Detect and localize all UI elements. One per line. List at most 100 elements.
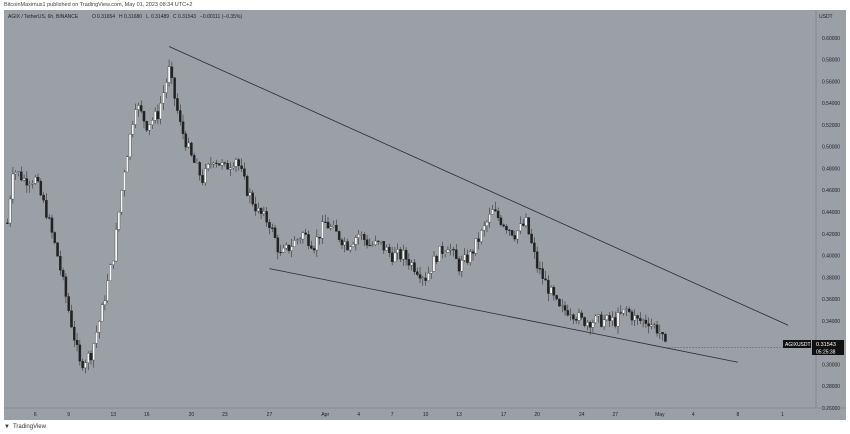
candle-body — [73, 326, 76, 341]
candle-body — [139, 105, 143, 112]
candle-body — [106, 280, 109, 302]
candle-body — [393, 252, 397, 263]
x-tick-label: 7 — [391, 412, 394, 418]
resistance-trendline — [168, 46, 789, 326]
candle-body — [343, 241, 346, 246]
candle-body — [92, 343, 96, 361]
candle-body — [17, 171, 20, 173]
candle-body — [365, 239, 369, 246]
candle-body — [455, 249, 458, 259]
candle-body — [641, 319, 645, 321]
candle-body — [159, 102, 162, 120]
candle-body — [491, 209, 494, 215]
candle-body — [337, 231, 341, 240]
candle-body — [53, 232, 57, 243]
candle-body — [368, 244, 372, 247]
candle-body — [505, 226, 508, 231]
currency-label: USDT — [819, 14, 833, 20]
candle-body — [279, 251, 282, 254]
candle-body — [218, 163, 221, 166]
candle-body — [544, 278, 547, 281]
candle-body — [446, 249, 450, 253]
candle-body — [273, 227, 277, 238]
candle-body — [22, 178, 26, 181]
candle-body — [521, 223, 525, 226]
candle-body — [541, 268, 544, 279]
candle-body — [100, 304, 104, 322]
candle-body — [538, 268, 542, 270]
candle-body — [75, 340, 79, 345]
candle-body — [376, 240, 380, 242]
candle-body — [583, 317, 586, 326]
candle-body — [443, 252, 447, 254]
candle-body — [379, 241, 383, 243]
x-tick-label: 16 — [144, 412, 150, 418]
candlestick-chart-svg[interactable]: 0.60000 0.58000 0.56000 0.54000 0.52000 0.500… — [4, 10, 846, 420]
candle-body — [11, 173, 15, 200]
candle-body — [410, 262, 413, 266]
candle-body — [664, 333, 667, 342]
candle-body — [415, 271, 419, 275]
candle-body — [524, 217, 528, 226]
candle-body — [555, 295, 558, 300]
candle-body — [153, 111, 157, 121]
candle-body — [321, 221, 324, 239]
candle-body — [605, 315, 609, 321]
candle-body — [187, 142, 190, 148]
candle-body — [8, 198, 12, 224]
candle-body — [262, 211, 266, 214]
candle-body — [134, 109, 137, 125]
candle-body — [50, 217, 54, 233]
candle-body — [468, 251, 472, 263]
candle-body — [435, 256, 439, 263]
candle-body — [418, 274, 422, 279]
candle-body — [474, 238, 478, 254]
candle-body — [563, 305, 567, 311]
candle-body — [513, 235, 517, 240]
legend-close-label: C — [173, 14, 177, 20]
candle-body — [650, 324, 653, 327]
candle-body — [304, 232, 307, 235]
candle-body — [39, 181, 43, 196]
candle-body — [156, 111, 160, 120]
candle-body — [126, 156, 129, 173]
candle-body — [360, 234, 363, 236]
x-tick-label: 27 — [612, 412, 618, 418]
candle-body — [298, 238, 302, 240]
x-tick-label: 13 — [111, 412, 117, 418]
candle-body — [329, 226, 333, 229]
x-tick-label: 24 — [579, 412, 585, 418]
candle-body — [173, 77, 176, 99]
price-tag: AGIXUSDT 0.31543 05:25:38 — [783, 340, 844, 356]
candle-body — [661, 332, 664, 335]
candle-body — [114, 229, 118, 262]
y-tick-label: 0.28000 — [822, 384, 840, 390]
candle-body — [508, 229, 511, 231]
x-tick-label: 1 — [781, 412, 784, 418]
price-tag-price: 0.31543 — [816, 342, 836, 348]
candle-body — [307, 234, 310, 246]
candle-body — [494, 209, 497, 212]
candle-body — [460, 260, 464, 272]
y-tick-label: 0.50000 — [822, 145, 840, 151]
legend-high-label: H — [119, 14, 123, 20]
candle-body — [357, 234, 360, 238]
candle-body — [215, 162, 218, 164]
candle-body — [602, 319, 606, 327]
candle-body — [655, 324, 659, 334]
candles-layer — [6, 59, 667, 374]
candle-body — [98, 321, 101, 333]
candle-body — [36, 176, 40, 182]
candle-body — [301, 232, 305, 240]
candle-body — [608, 315, 611, 321]
candle-body — [315, 236, 319, 251]
candle-body — [561, 305, 564, 307]
candle-body — [259, 208, 263, 214]
candle-body — [611, 317, 614, 321]
x-tick-label: 4 — [357, 412, 360, 418]
price-chart[interactable]: 0.60000 0.58000 0.56000 0.54000 0.52000 0.500… — [4, 10, 846, 420]
candle-body — [374, 240, 377, 245]
candle-body — [33, 176, 37, 184]
y-tick-label: 0.26000 — [822, 406, 840, 412]
candle-body — [220, 162, 224, 166]
